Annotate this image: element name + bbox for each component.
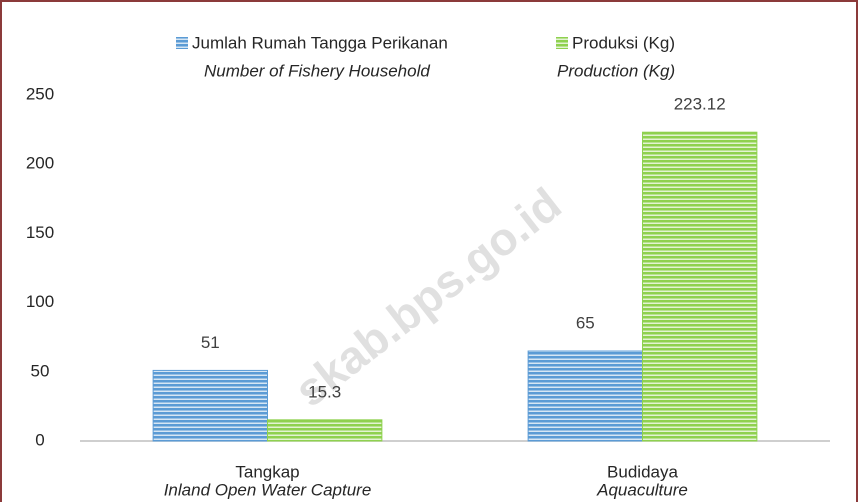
data-label: 15.3	[308, 382, 341, 401]
bar	[642, 131, 758, 442]
x-tick-label-translation: Inland Open Water Capture	[164, 480, 372, 499]
data-label: 223.12	[674, 95, 726, 114]
bar	[527, 350, 643, 442]
x-tick-label: Tangkap	[235, 462, 299, 481]
bar	[267, 419, 383, 442]
legend-label: Jumlah Rumah Tangga Perikanan	[192, 33, 448, 52]
bar	[152, 369, 268, 442]
data-label: 65	[576, 314, 595, 333]
legend-label-translation: Production (Kg)	[557, 61, 675, 80]
legend-label: Produksi (Kg)	[572, 33, 675, 52]
x-tick-label: Budidaya	[607, 462, 678, 481]
y-tick-label: 0	[35, 430, 44, 449]
y-tick-label: 250	[26, 84, 54, 103]
y-tick-label: 100	[26, 292, 54, 311]
x-tick-label-translation: Aquaculture	[596, 480, 688, 499]
y-tick-label: 50	[31, 361, 50, 380]
legend-swatch	[556, 37, 568, 49]
y-tick-label: 200	[26, 154, 54, 173]
legend-label-translation: Number of Fishery Household	[204, 61, 430, 80]
data-label: 51	[201, 333, 220, 352]
y-tick-label: 150	[26, 223, 54, 242]
legend-swatch	[176, 37, 188, 49]
